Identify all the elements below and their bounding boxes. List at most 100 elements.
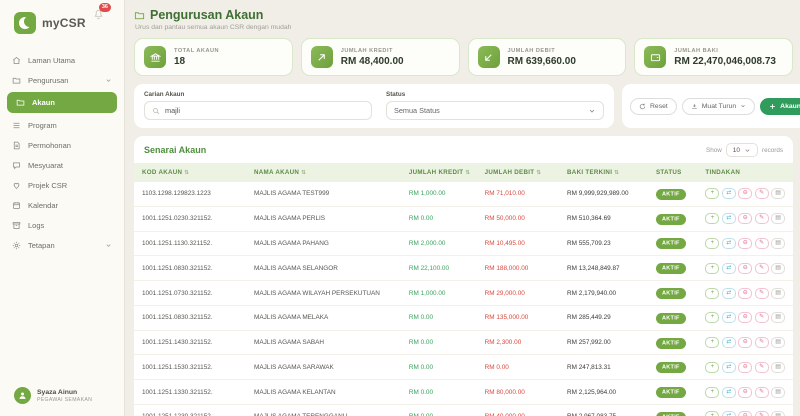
deduct-button[interactable]: ⊖ — [738, 262, 753, 274]
transfer-button[interactable]: ⇄ — [721, 386, 736, 398]
deduct-button[interactable]: ⊖ — [738, 337, 753, 349]
row-actions: + ⇄ ⊖ ✎ ▤ — [705, 361, 786, 373]
statement-button[interactable]: ▤ — [771, 237, 786, 249]
add-transaction-button[interactable]: + — [705, 386, 720, 398]
transfer-button[interactable]: ⇄ — [721, 188, 736, 200]
sidebar-item-laman-utama[interactable]: Laman Utama — [0, 50, 124, 70]
add-transaction-button[interactable]: + — [705, 287, 720, 299]
edit-button[interactable]: ✎ — [754, 337, 769, 349]
table-row: 1001.1251.0830.321152. MAJLIS AGAMA MELA… — [134, 305, 793, 331]
statement-button[interactable]: ▤ — [771, 411, 786, 416]
deduct-button[interactable]: ⊖ — [738, 287, 753, 299]
transfer-button[interactable]: ⇄ — [721, 287, 736, 299]
statement-button[interactable]: ▤ — [771, 386, 786, 398]
add-transaction-button[interactable]: + — [705, 337, 720, 349]
cell-nama-akaun: MAJLIS AGAMA WILAYAH PERSEKUTUAN — [246, 280, 401, 306]
statement-button[interactable]: ▤ — [771, 262, 786, 274]
sidebar-item-projek-csr[interactable]: Projek CSR — [0, 175, 124, 195]
row-actions: + ⇄ ⊖ ✎ ▤ — [705, 337, 786, 349]
sidebar-item-permohonan[interactable]: Permohonan — [0, 135, 124, 155]
actions-card: Reset Muat Turun Akaun Baru — [622, 84, 800, 128]
transfer-button[interactable]: ⇄ — [721, 337, 736, 349]
home-icon — [12, 56, 21, 65]
deduct-button[interactable]: ⊖ — [738, 361, 753, 373]
sidebar-item-program[interactable]: Program — [0, 115, 124, 135]
statement-button[interactable]: ▤ — [771, 188, 786, 200]
caret-down-icon — [740, 103, 746, 109]
edit-button[interactable]: ✎ — [754, 237, 769, 249]
chevron-down-icon — [745, 148, 750, 152]
statement-button[interactable]: ▤ — [771, 213, 786, 225]
cell-baki-terkini: RM 2,967,083.75 — [559, 404, 648, 416]
status-label: Status — [386, 91, 406, 98]
page-size-value: 10 — [732, 146, 740, 154]
download-button[interactable]: Muat Turun — [681, 97, 756, 115]
search-box[interactable] — [144, 101, 372, 120]
user-name: Syaza Ainun — [37, 388, 78, 396]
add-transaction-button[interactable]: + — [705, 411, 720, 416]
statement-button[interactable]: ▤ — [771, 312, 786, 324]
col-nama-akaun[interactable]: NAMA AKAUN ⇅ — [246, 163, 401, 182]
transfer-button[interactable]: ⇄ — [721, 312, 736, 324]
sort-icon: ⇅ — [184, 170, 190, 176]
transfer-button[interactable]: ⇄ — [721, 411, 736, 416]
show-label: Show — [706, 146, 722, 154]
statement-button[interactable]: ▤ — [771, 361, 786, 373]
edit-button[interactable]: ✎ — [754, 262, 769, 274]
reset-button[interactable]: Reset — [630, 97, 677, 115]
user-profile[interactable]: Syaza Ainun PEGAWAI SEMAKAN — [0, 377, 124, 416]
table-row: 1001.1251.1330.321152. MAJLIS AGAMA KELA… — [134, 379, 793, 406]
row-actions: + ⇄ ⊖ ✎ ▤ — [705, 312, 786, 324]
deduct-button[interactable]: ⊖ — [738, 213, 753, 225]
transfer-button[interactable]: ⇄ — [721, 361, 736, 373]
edit-button[interactable]: ✎ — [754, 213, 769, 225]
stats-row: TOTAL AKAUN 18 JUMLAH KREDIT RM 48,400.0… — [134, 38, 793, 76]
bank-icon — [144, 46, 166, 68]
sidebar-item-mesyuarat[interactable]: Mesyuarat — [0, 155, 124, 175]
edit-button[interactable]: ✎ — [754, 411, 769, 416]
statement-button[interactable]: ▤ — [771, 287, 786, 299]
col-baki-terkini[interactable]: BAKI TERKINI ⇅ — [559, 163, 648, 182]
col-kod-akaun[interactable]: KOD AKAUN ⇅ — [134, 163, 247, 182]
add-transaction-button[interactable]: + — [705, 262, 720, 274]
edit-button[interactable]: ✎ — [754, 312, 769, 324]
edit-button[interactable]: ✎ — [754, 188, 769, 200]
add-transaction-button[interactable]: + — [705, 188, 720, 200]
notification-bell[interactable]: 36 — [93, 3, 111, 20]
cell-jumlah-kredit: RM 0.00 — [400, 330, 477, 356]
search-field: Carian Akaun — [144, 89, 372, 120]
add-transaction-button[interactable]: + — [705, 312, 720, 324]
deduct-button[interactable]: ⊖ — [738, 237, 753, 249]
sidebar-item-tetapan[interactable]: Tetapan — [0, 235, 124, 255]
transfer-button[interactable]: ⇄ — [721, 237, 736, 249]
deduct-button[interactable]: ⊖ — [738, 386, 753, 398]
col-jumlah-kredit[interactable]: JUMLAH KREDIT ⇅ — [400, 163, 477, 182]
deduct-button[interactable]: ⊖ — [738, 312, 753, 324]
edit-button[interactable]: ✎ — [754, 287, 769, 299]
search-input[interactable] — [165, 106, 364, 115]
stat-label: JUMLAH KREDIT — [340, 47, 393, 54]
deduct-button[interactable]: ⊖ — [738, 411, 753, 416]
col-jumlah-debit[interactable]: JUMLAH DEBIT ⇅ — [476, 163, 560, 182]
sidebar-item-kalendar[interactable]: Kalendar — [0, 195, 124, 215]
sidebar-item-logs[interactable]: Logs — [0, 215, 124, 235]
cell-kod-akaun: 1001.1251.1330.321152. — [134, 379, 247, 406]
status-select[interactable]: Semua Status — [386, 101, 604, 120]
add-transaction-button[interactable]: + — [705, 213, 720, 225]
deduct-button[interactable]: ⊖ — [738, 188, 753, 200]
cell-jumlah-debit: RM 2,300.00 — [476, 330, 560, 356]
statement-button[interactable]: ▤ — [771, 337, 786, 349]
edit-button[interactable]: ✎ — [754, 386, 769, 398]
page-size-select[interactable]: 10 — [725, 143, 758, 157]
edit-button[interactable]: ✎ — [754, 361, 769, 373]
add-transaction-button[interactable]: + — [705, 361, 720, 373]
sidebar-item-pengurusan[interactable]: Pengurusan — [0, 70, 124, 90]
transfer-button[interactable]: ⇄ — [721, 213, 736, 225]
sidebar-item-akaun[interactable]: Akaun — [7, 92, 117, 113]
new-account-label: Akaun Baru — [780, 102, 800, 110]
new-account-button[interactable]: Akaun Baru — [760, 97, 800, 115]
stat-label: TOTAL AKAUN — [174, 47, 220, 54]
add-transaction-button[interactable]: + — [705, 237, 720, 249]
transfer-button[interactable]: ⇄ — [721, 262, 736, 274]
stat-value: RM 22,470,046,008.73 — [674, 55, 776, 67]
